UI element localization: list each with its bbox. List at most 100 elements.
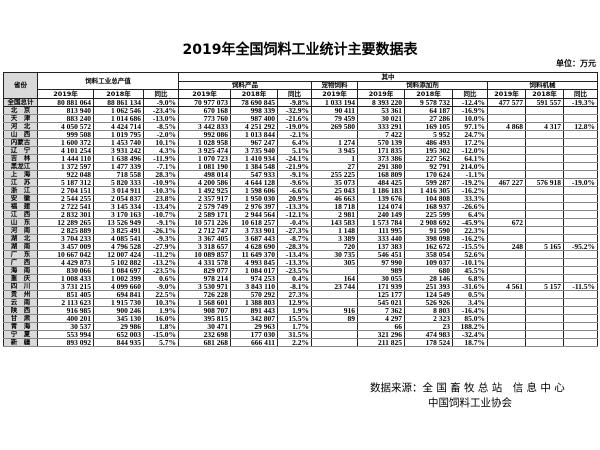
table-row: 内蒙古 1 600 372 1 453 740 10.1% 1 028 958 967 2… — [3, 138, 599, 147]
cell-machinery-yoy — [563, 170, 599, 179]
cell-feed-yoy: 5.1% — [277, 146, 313, 155]
cell-feed-yoy: -19.0% — [277, 122, 313, 131]
cell-additive-2018: 92 791 — [404, 162, 454, 171]
cell-machinery-2019 — [487, 146, 527, 155]
cell-feed-yoy: 12.9% — [277, 298, 313, 307]
cell-total-yoy: -7.1% — [142, 162, 180, 171]
cell-total-2019: 4 050 572 — [37, 122, 94, 131]
cell-feed-2018: 1 388 803 — [230, 298, 279, 307]
cell-machinery-2018 — [525, 290, 565, 299]
cell-additive-yoy: 18.7% — [452, 338, 489, 347]
header-province: 省份 — [3, 72, 38, 99]
cell-machinery-2018 — [525, 258, 565, 267]
table-row: 山 西 999 508 1 019 795 -2.0% 992 086 1 013 844… — [3, 130, 599, 139]
cell-total-yoy: 5.7% — [142, 338, 180, 347]
cell-machinery-2019 — [487, 170, 527, 179]
cell-additive-yoy: 214.0% — [452, 162, 489, 171]
cell-feed-yoy: 0.4% — [277, 274, 313, 283]
cell-total-yoy: -9.0% — [142, 98, 180, 107]
cell-machinery-2018 — [525, 338, 565, 347]
table-row: 海 南 830 066 1 084 697 -23.5% 829 077 1 084 01… — [3, 266, 599, 275]
cell-total-2019: 30 537 — [37, 322, 94, 331]
header-yoy: 同比 — [563, 89, 599, 99]
cell-additive-2018: 474 983 — [404, 330, 454, 339]
cell-feed-2018: 987 400 — [230, 114, 279, 123]
cell-machinery-2019 — [487, 210, 527, 219]
statistics-table: 省份 饲料工业总产值 其中 饲料产品 宠物饲料 饲料添加剂 饲料机械 2019年… — [3, 72, 599, 347]
cell-machinery-yoy — [563, 146, 599, 155]
cell-total-yoy: -13.2% — [142, 258, 180, 267]
cell-total-2018: 1 453 740 — [93, 138, 144, 147]
cell-total-2019: 1 372 597 — [37, 162, 94, 171]
cell-machinery-yoy — [563, 266, 599, 275]
cell-total-2019: 851 405 — [37, 290, 94, 299]
cell-additive-2019: 168 809 — [357, 170, 406, 179]
unit-label: 单位：万元 — [556, 59, 596, 68]
cell-pet-2019: 2 981 — [311, 210, 359, 219]
cell-feed-2019: 498 014 — [178, 170, 232, 179]
cell-additive-yoy: 22.3% — [452, 226, 489, 235]
cell-feed-yoy: -21.9% — [277, 162, 313, 171]
cell-additive-yoy: 10.0% — [452, 114, 489, 123]
cell-total-2018: 3 170 163 — [93, 210, 144, 219]
cell-total-2019: 553 994 — [37, 330, 94, 339]
cell-feed-2018: 2 944 564 — [230, 210, 279, 219]
cell-total-yoy: -26.1% — [142, 226, 180, 235]
cell-total-2019: 2 825 889 — [37, 226, 94, 235]
cell-total-yoy: -13.0% — [142, 114, 180, 123]
header-yoy: 同比 — [452, 89, 489, 99]
cell-feed-yoy: -0.4% — [277, 218, 313, 227]
cell-machinery-yoy — [563, 218, 599, 227]
cell-total-yoy: 1.9% — [142, 306, 180, 315]
cell-pet-2019: 916 — [311, 306, 359, 315]
cell-machinery-2018 — [525, 274, 565, 283]
header-year-2018: 2018年 — [404, 89, 454, 99]
cell-machinery-yoy — [563, 130, 599, 139]
cell-additive-2019: 333 440 — [357, 234, 406, 243]
cell-machinery-2018 — [525, 154, 565, 163]
cell-machinery-2018 — [525, 218, 565, 227]
cell-pet-2019: 255 225 — [311, 170, 359, 179]
cell-total-2018: 1 014 686 — [93, 114, 144, 123]
cell-feed-2018: 547 933 — [230, 170, 279, 179]
cell-additive-2018: 9 578 732 — [404, 98, 454, 107]
cell-additive-yoy: -15.5% — [452, 242, 489, 251]
cell-additive-2018: 225 599 — [404, 210, 454, 219]
cell-additive-2018: 169 105 — [404, 122, 454, 131]
cell-feed-2019: 2 357 917 — [178, 194, 232, 203]
cell-additive-2018: 91 590 — [404, 226, 454, 235]
cell-additive-2019: 1 186 183 — [357, 186, 406, 195]
cell-machinery-yoy: -95.2% — [563, 242, 599, 251]
cell-additive-2018: 168 937 — [404, 202, 454, 211]
cell-additive-2018: 124 549 — [404, 290, 454, 299]
cell-additive-2018: 8 803 — [404, 306, 454, 315]
cell-machinery-2019 — [487, 314, 527, 323]
cell-machinery-2019 — [487, 290, 527, 299]
cell-total-yoy: 10.1% — [142, 138, 180, 147]
cell-total-2019: 4 101 254 — [37, 146, 94, 155]
cell-additive-2019: 171 939 — [357, 282, 406, 291]
cell-feed-2018: 1 384 548 — [230, 162, 279, 171]
cell-total-2018: 4 085 541 — [93, 234, 144, 243]
cell-feed-2018: 3 735 940 — [230, 146, 279, 155]
cell-machinery-2019 — [487, 258, 527, 267]
cell-total-2018: 5 820 333 — [93, 178, 144, 187]
cell-province: 内蒙古 — [3, 138, 38, 147]
cell-machinery-2019 — [487, 194, 527, 203]
cell-feed-yoy: -32.9% — [277, 106, 313, 115]
cell-additive-yoy: -16.2% — [452, 234, 489, 243]
header-year-2019: 2019年 — [178, 89, 232, 99]
cell-additive-2018: 358 054 — [404, 250, 454, 259]
cell-machinery-2019 — [487, 250, 527, 259]
cell-machinery-2018 — [525, 210, 565, 219]
cell-feed-2018: 967 247 — [230, 138, 279, 147]
cell-province: 湖 南 — [3, 242, 38, 251]
cell-total-yoy: -15.0% — [142, 330, 180, 339]
cell-machinery-2018 — [525, 162, 565, 171]
cell-feed-2018: 1 598 606 — [230, 186, 279, 195]
cell-total-yoy: 16.0% — [142, 314, 180, 323]
cell-additive-yoy: 17.2% — [452, 138, 489, 147]
